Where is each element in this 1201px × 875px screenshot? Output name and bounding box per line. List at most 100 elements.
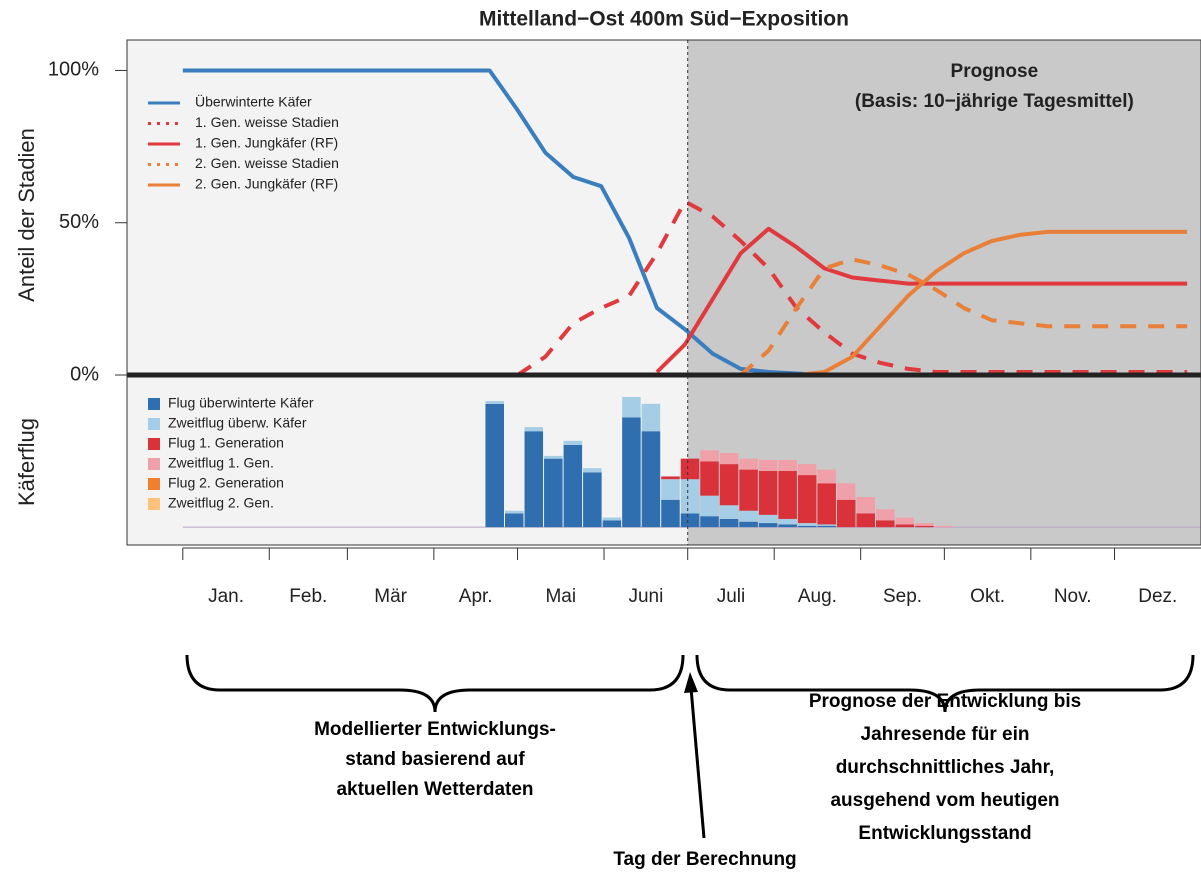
legend-label: Überwinterte Käfer [195,93,312,110]
x-tick-label: Apr. [459,586,493,607]
x-tick-label: Jan. [208,586,244,607]
flight-bar [719,505,739,519]
flight-bar [797,464,817,476]
flight-bar [583,468,602,473]
flight-bar [817,483,836,525]
annotation: stand basierend auf [345,749,525,770]
series-line [516,199,1188,377]
forecast-title: Prognose [951,61,1039,82]
flight-bar [836,483,856,500]
flight-bar [758,460,778,471]
flight-bar [739,458,758,470]
flight-bar [895,517,915,525]
flight-bar [661,499,680,528]
flight-bar [856,513,876,528]
x-tick-label: Mär [374,586,407,607]
flight-bar [797,475,817,524]
x-tick-label: Aug. [798,586,837,607]
flight-bar [739,510,758,522]
legend-swatch [148,438,160,450]
legend-label: 2. Gen. Jungkäfer (RF) [195,176,338,192]
y-tick-label: 100% [48,59,99,81]
flight-bar [719,518,739,528]
flight-bar [817,469,836,484]
flight-bar [778,524,797,528]
x-tick-label: Mai [545,586,576,607]
y-axis-label: Anteil der Stadien [14,128,39,302]
brace [185,654,685,713]
legend-swatch [148,398,160,410]
flight-bar [895,524,915,528]
legend-label: Zweitflug überw. Käfer [168,415,307,431]
legend-swatch [148,478,160,490]
flight-bar [934,525,954,528]
arrow [689,687,706,839]
flight-bar [504,513,524,528]
flight-bar [661,476,680,480]
legend-label: Flug 1. Generation [168,435,284,451]
annotation: durchschnittliches Jahr, [836,757,1055,778]
flight-bar [700,495,719,517]
flight-bar [817,524,836,526]
annotation: Modellierter Entwicklungs- [314,719,556,740]
flight-bar [563,444,583,528]
flight-bar [719,453,739,465]
annotations: Modellierter Entwicklungs-stand basieren… [314,691,1081,844]
history-background [127,40,688,545]
flight-bar [778,518,797,525]
flight-bar [700,450,719,462]
legend-label: Zweitflug 1. Gen. [168,455,274,471]
flight-bar [778,470,797,519]
x-tick-label: Dez. [1138,586,1177,607]
flight-bar [485,403,504,528]
legend-label: Flug überwinterte Käfer [168,395,314,411]
y-tick-label: 50% [59,211,99,233]
flight-bar [504,510,524,514]
x-tick-label: Okt. [970,586,1005,607]
flight-bar [915,523,934,526]
legend-label: 1. Gen. Jungkäfer (RF) [195,135,338,151]
annotation: Jahresende für ein [861,724,1030,745]
flight-bar [758,514,778,524]
legend-label: 2. Gen. weisse Stadien [195,155,339,171]
flight-bar [602,520,622,528]
flight-bar [641,403,661,432]
flight-bar [739,521,758,528]
x-tick-label: Nov. [1054,586,1092,607]
y-tick-label: 0% [70,363,99,385]
x-tick-label: Sep. [883,586,922,607]
flight-bar [915,525,934,528]
flight-bar [758,523,778,528]
flight-bar [544,458,563,528]
brace [695,654,1195,713]
flight-bar [836,499,856,528]
flight-bar [739,469,758,511]
series-line [796,229,1188,377]
annotation: ausgehend vom heutigen [830,790,1059,811]
flight-bar [524,427,544,432]
legend-swatch [148,498,160,510]
flight-bar [680,513,700,528]
plot-area: Prognose (Basis: 10−jährige Tagesmittel) 0… [48,39,1201,607]
flight-bar [856,497,876,514]
plot-frame [126,39,1201,546]
annotation: Entwicklungsstand [858,823,1031,844]
annotation: aktuellen Wetterdaten [336,779,533,800]
legend-swatch [148,458,160,470]
flight-bar [758,470,778,515]
flight-bar [680,458,700,480]
arrow-head [684,672,698,693]
flight-bar [876,520,895,528]
flight-bar [700,516,719,528]
flight-bar [700,461,719,496]
flight-bar [583,472,602,528]
flight-bar [797,525,817,528]
chart-title: Mittelland−Ost 400m Süd−Exposition [479,8,849,31]
flight-bar [876,509,895,521]
flight-bar [680,479,700,514]
flight-bar [524,431,544,528]
annotation: Tag der Berechnung [613,849,796,870]
flight-bar [817,525,836,528]
flight-bar [485,401,504,404]
flight-bar [661,479,680,500]
